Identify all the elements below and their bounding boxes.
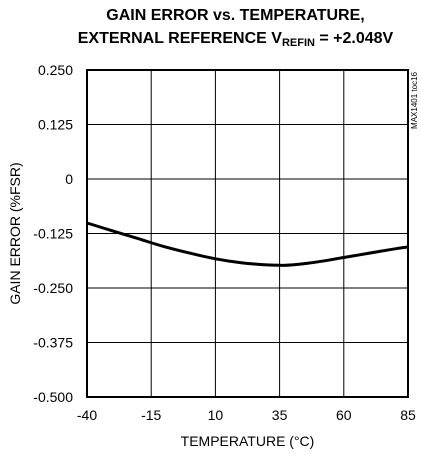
grid-lines xyxy=(87,70,408,397)
x-tick-label: 10 xyxy=(208,407,224,423)
y-tick-label: -0.500 xyxy=(33,389,73,405)
chart-title-line-1: GAIN ERROR vs. TEMPERATURE, xyxy=(106,7,365,24)
y-tick-label: 0 xyxy=(65,171,73,187)
y-tick-label: -0.250 xyxy=(33,280,73,296)
x-tick-label: -15 xyxy=(141,407,161,423)
y-tick-label: -0.125 xyxy=(33,226,73,242)
x-tick-label: 60 xyxy=(336,407,352,423)
title-subscript: REFIN xyxy=(281,37,315,49)
plot-frame xyxy=(86,69,409,398)
title-prefix: EXTERNAL REFERENCE V xyxy=(77,30,282,47)
side-code: MAX1401 toc16 xyxy=(410,71,419,128)
y-axis-title: GAIN ERROR (%FSR) xyxy=(7,162,23,304)
y-tick-label: 0.125 xyxy=(38,117,73,133)
x-tick-label: -40 xyxy=(77,407,97,423)
y-tick-label: 0.250 xyxy=(38,62,73,78)
chart-title-line-2: EXTERNAL REFERENCE VREFIN = +2.048V xyxy=(50,30,421,49)
x-axis-title: TEMPERATURE (°C) xyxy=(181,433,315,449)
y-tick-labels: 0.250 0.125 0 -0.125 -0.250 -0.375 -0.500 xyxy=(33,62,73,405)
title-suffix: = +2.048V xyxy=(314,30,394,47)
x-tick-labels: -40 -15 10 35 60 85 xyxy=(77,407,416,423)
x-tick-label: 35 xyxy=(272,407,288,423)
series-line xyxy=(86,221,409,267)
y-tick-label: -0.375 xyxy=(33,335,73,351)
x-tick-label: 85 xyxy=(400,407,416,423)
